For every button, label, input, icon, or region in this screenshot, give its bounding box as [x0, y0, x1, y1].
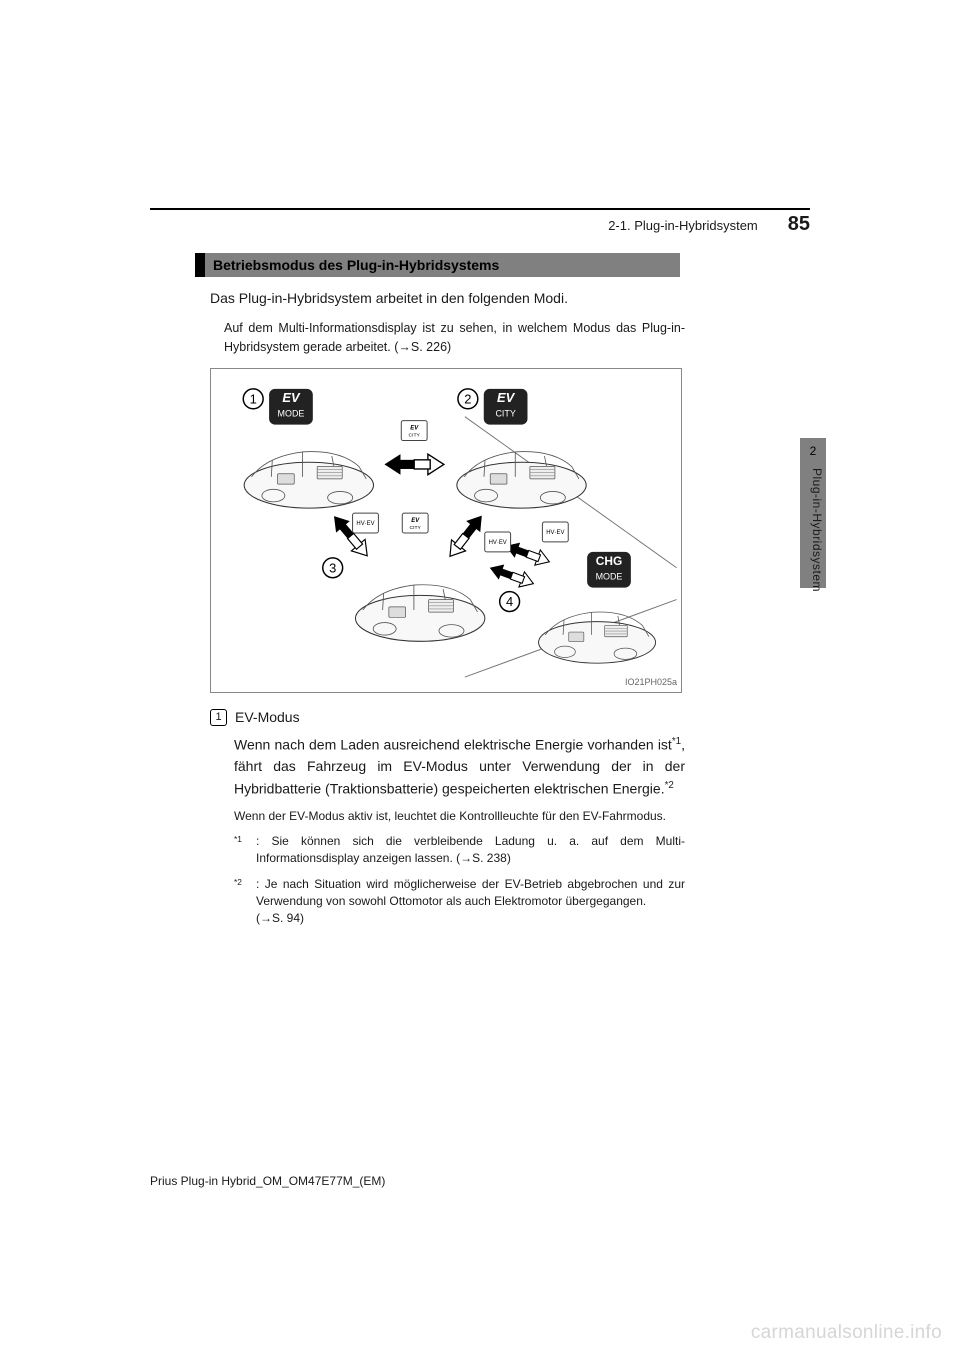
callout-2: 2 — [458, 389, 478, 409]
svg-text:CITY: CITY — [410, 525, 422, 531]
section-title: Betriebsmodus des Plug-in-Hybridsystems — [195, 253, 680, 277]
breadcrumb: 2-1. Plug-in-Hybridsystem — [608, 218, 758, 233]
svg-text:CITY: CITY — [495, 408, 515, 418]
svg-text:1: 1 — [250, 391, 257, 406]
callout-4: 4 — [500, 591, 520, 611]
mode-diagram-svg: 1 2 3 4 EV MODE — [211, 369, 681, 692]
svg-text:EV: EV — [411, 518, 420, 524]
mode-diagram: 1 2 3 4 EV MODE — [210, 368, 682, 693]
callout-1: 1 — [243, 389, 263, 409]
content-area: Das Plug-in-Hybridsystem arbeitet in den… — [210, 288, 685, 936]
subnote-ref: S. 226) — [411, 340, 451, 354]
svg-text:MODE: MODE — [278, 408, 305, 418]
chapter-number: 2 — [800, 444, 826, 458]
doc-id: Prius Plug-in Hybrid_OM_OM47E77M_(EM) — [150, 1174, 385, 1188]
svg-text:4: 4 — [506, 594, 513, 609]
item-1-note: Wenn der EV-Modus aktiv ist, leuchtet di… — [234, 808, 685, 825]
callout-3: 3 — [323, 558, 343, 578]
item-1-desc: Wenn nach dem Laden ausreichend elektris… — [234, 734, 685, 800]
item-1-num: 1 — [210, 709, 227, 726]
svg-text:CITY: CITY — [409, 432, 421, 438]
mini-btn-hvev-right1: HV·EV — [485, 532, 511, 552]
mini-btn-evcity-top: EV CITY — [401, 420, 427, 440]
chapter-label: Plug-in-Hybridsystem — [810, 468, 824, 592]
svg-text:HV·EV: HV·EV — [489, 540, 507, 546]
badge-ev-city: EV CITY — [484, 389, 528, 425]
footnote-1: *1 : Sie können sich die verbleibende La… — [234, 833, 685, 868]
mini-btn-hvev-left: HV·EV — [353, 513, 379, 533]
item-1: 1 EV-Modus — [210, 707, 685, 728]
svg-text:CHG: CHG — [596, 554, 622, 568]
page-header: 2-1. Plug-in-Hybridsystem 85 — [150, 208, 810, 236]
svg-text:HV·EV: HV·EV — [546, 530, 564, 536]
subnote: Auf dem Multi-Informationsdisplay ist zu… — [224, 319, 685, 358]
intro-text: Das Plug-in-Hybridsystem arbeitet in den… — [210, 288, 685, 309]
watermark: carmanualsonline.info — [751, 1322, 942, 1344]
subnote-text: Auf dem Multi-Informationsdisplay ist zu… — [224, 321, 685, 354]
mini-btn-evcity-mid: EV CITY — [402, 513, 428, 533]
page-number: 85 — [788, 213, 810, 236]
svg-text:EV: EV — [410, 425, 419, 431]
svg-text:EV: EV — [497, 390, 516, 405]
diagram-code: IO21PH025a — [625, 676, 677, 690]
footnote-2: *2 : Je nach Situation wird möglicherwei… — [234, 876, 685, 928]
page-root: 2-1. Plug-in-Hybridsystem 85 Betriebsmod… — [0, 0, 960, 1358]
item-1-title: EV-Modus — [235, 707, 685, 728]
svg-text:2: 2 — [464, 391, 471, 406]
svg-text:3: 3 — [329, 560, 336, 575]
svg-text:HV·EV: HV·EV — [356, 521, 374, 527]
badge-ev-mode: EV MODE — [269, 389, 313, 425]
svg-text:EV: EV — [282, 390, 301, 405]
svg-text:MODE: MODE — [596, 571, 623, 581]
badge-chg-mode: CHG MODE — [587, 552, 631, 588]
mini-btn-hvev-right2: HV·EV — [542, 522, 568, 542]
